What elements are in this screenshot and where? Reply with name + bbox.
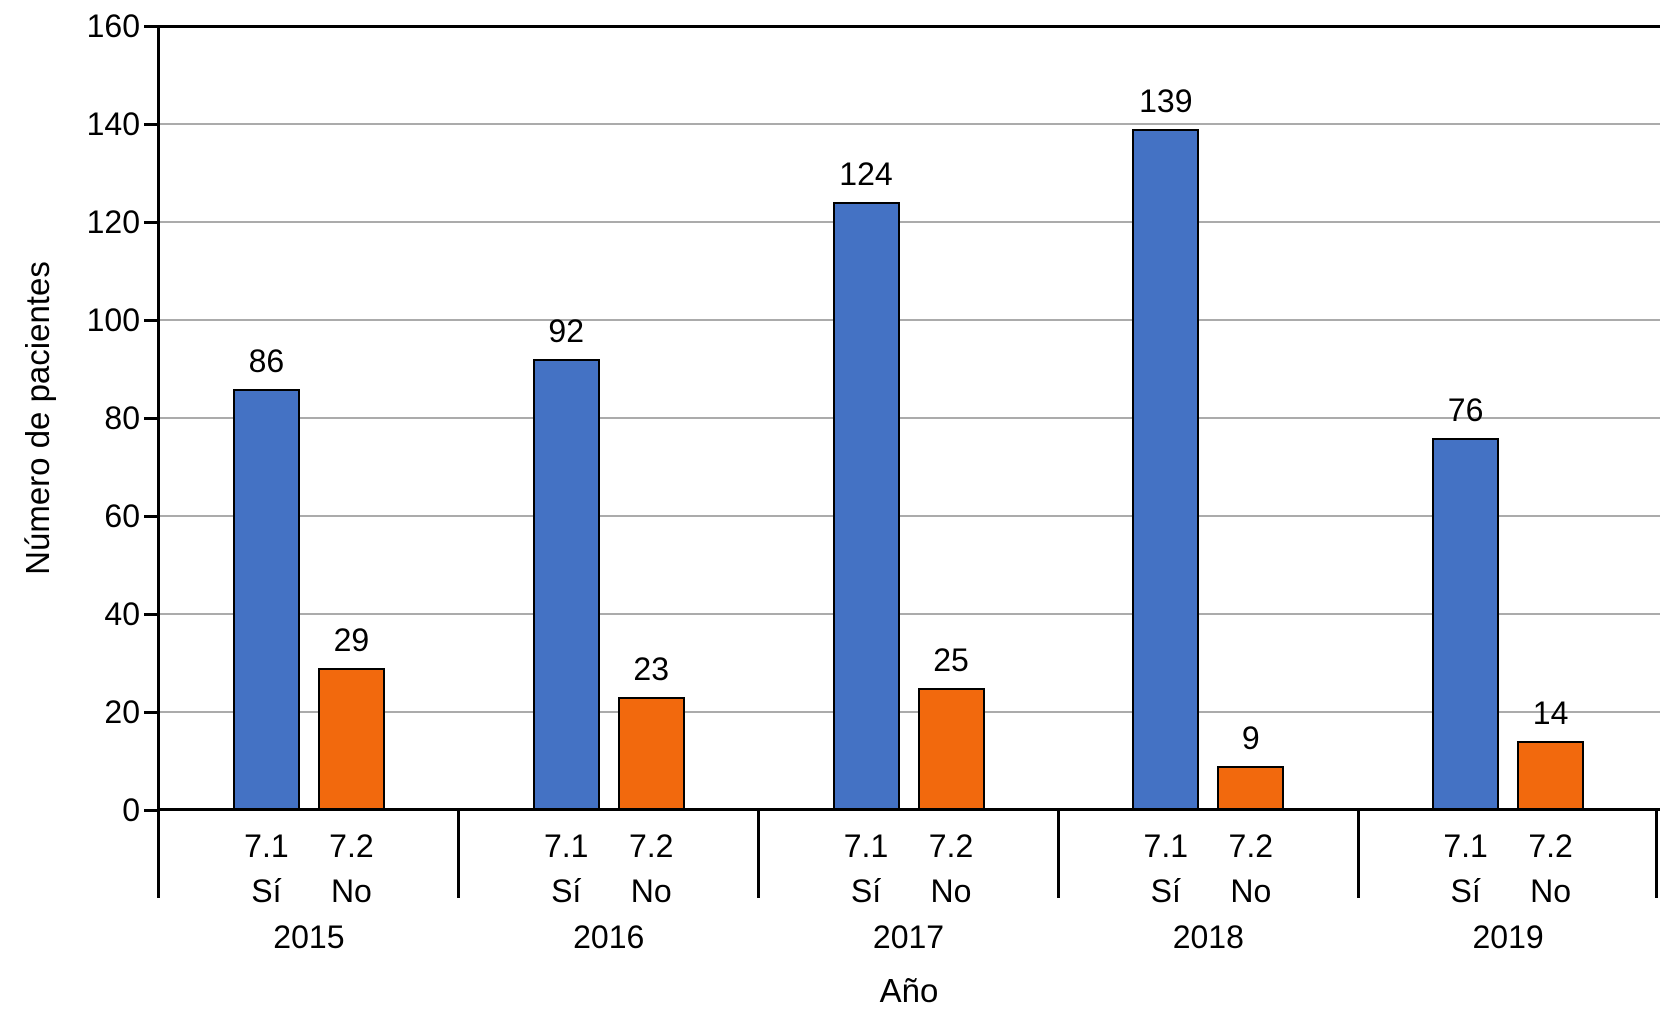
sub-category-answer: No	[1230, 873, 1272, 909]
y-gridline	[159, 711, 1660, 713]
y-gridline	[159, 123, 1660, 125]
bar-value-label: 29	[333, 621, 370, 658]
sub-category-code: 7.1	[1443, 828, 1488, 864]
category-separator	[1654, 810, 1658, 898]
bar-value-label: 139	[1139, 82, 1193, 119]
plot-top-border	[159, 24, 1660, 28]
y-tick-label: 80	[104, 400, 140, 436]
sub-category-answer: Sí	[551, 873, 582, 909]
y-gridline	[159, 613, 1660, 615]
y-gridline	[159, 515, 1660, 517]
sub-category-answer: No	[1530, 873, 1572, 909]
bar-7.2-no	[317, 667, 385, 810]
y-tick-label: 0	[122, 792, 140, 828]
x-category-label: 2015	[273, 919, 345, 955]
y-tick-label: 60	[104, 498, 140, 534]
y-tick-label: 140	[86, 106, 140, 142]
bar-7.1-sí	[532, 359, 600, 810]
bar-value-label: 92	[548, 313, 584, 350]
bar-value-label: 9	[1241, 719, 1260, 756]
sub-category-code: 7.2	[1228, 828, 1274, 864]
x-axis-line	[159, 808, 1660, 811]
category-separator	[1056, 810, 1060, 898]
x-category-label: 2018	[1172, 919, 1244, 955]
bar-7.2-no	[917, 687, 985, 810]
x-category-label: 2016	[573, 919, 645, 955]
y-tick-mark	[144, 220, 159, 224]
sub-category-code: 7.2	[1528, 828, 1573, 864]
y-tick-mark	[144, 710, 159, 714]
y-axis-line	[157, 26, 160, 898]
y-tick-mark	[144, 122, 159, 126]
y-tick-mark	[144, 416, 159, 420]
y-tick-mark	[144, 514, 159, 518]
y-tick-label: 160	[86, 8, 140, 44]
bar-7.2-no	[617, 697, 685, 810]
bar-value-label: 124	[839, 156, 893, 193]
y-tick-mark	[144, 808, 159, 812]
sub-category-code: 7.2	[628, 828, 674, 864]
category-separator	[757, 810, 761, 898]
bar-7.1-sí	[1432, 437, 1500, 810]
sub-category-code: 7.2	[329, 828, 374, 864]
y-tick-label: 40	[104, 596, 140, 632]
category-separator	[1356, 810, 1360, 898]
bar-value-label: 76	[1447, 391, 1484, 428]
x-category-label: 2017	[872, 919, 945, 955]
sub-category-answer: No	[930, 873, 972, 909]
y-tick-mark	[144, 612, 159, 616]
bar-value-label: 86	[248, 342, 285, 379]
y-gridline	[159, 319, 1660, 321]
y-tick-mark	[144, 318, 159, 322]
category-separator	[457, 810, 461, 898]
y-tick-label: 120	[86, 204, 140, 240]
x-axis-title: Año	[879, 972, 939, 1009]
y-tick-label: 20	[104, 694, 140, 730]
x-category-label: 2019	[1472, 919, 1544, 955]
sub-category-code: 7.1	[1143, 828, 1189, 864]
sub-category-answer: Sí	[1150, 873, 1181, 909]
y-gridline	[159, 221, 1660, 223]
bar-7.1-sí	[1132, 128, 1200, 810]
y-gridline	[159, 417, 1660, 419]
bar-7.1-sí	[232, 388, 300, 810]
sub-category-answer: Sí	[251, 873, 282, 909]
sub-category-code: 7.1	[244, 828, 289, 864]
bar-7.2-no	[1217, 765, 1285, 810]
bar-7.1-sí	[832, 202, 900, 810]
sub-category-code: 7.1	[543, 828, 589, 864]
bar-7.2-no	[1517, 741, 1585, 810]
sub-category-code: 7.2	[928, 828, 974, 864]
bar-value-label: 23	[633, 651, 669, 688]
sub-category-answer: No	[330, 873, 372, 909]
sub-category-code: 7.1	[843, 828, 889, 864]
sub-category-answer: No	[630, 873, 672, 909]
bar-value-label: 14	[1532, 695, 1569, 732]
bar-value-label: 25	[933, 641, 969, 678]
y-tick-mark	[144, 24, 159, 28]
y-tick-label: 100	[86, 302, 140, 338]
sub-category-answer: Sí	[850, 873, 882, 909]
sub-category-answer: Sí	[1450, 873, 1481, 909]
